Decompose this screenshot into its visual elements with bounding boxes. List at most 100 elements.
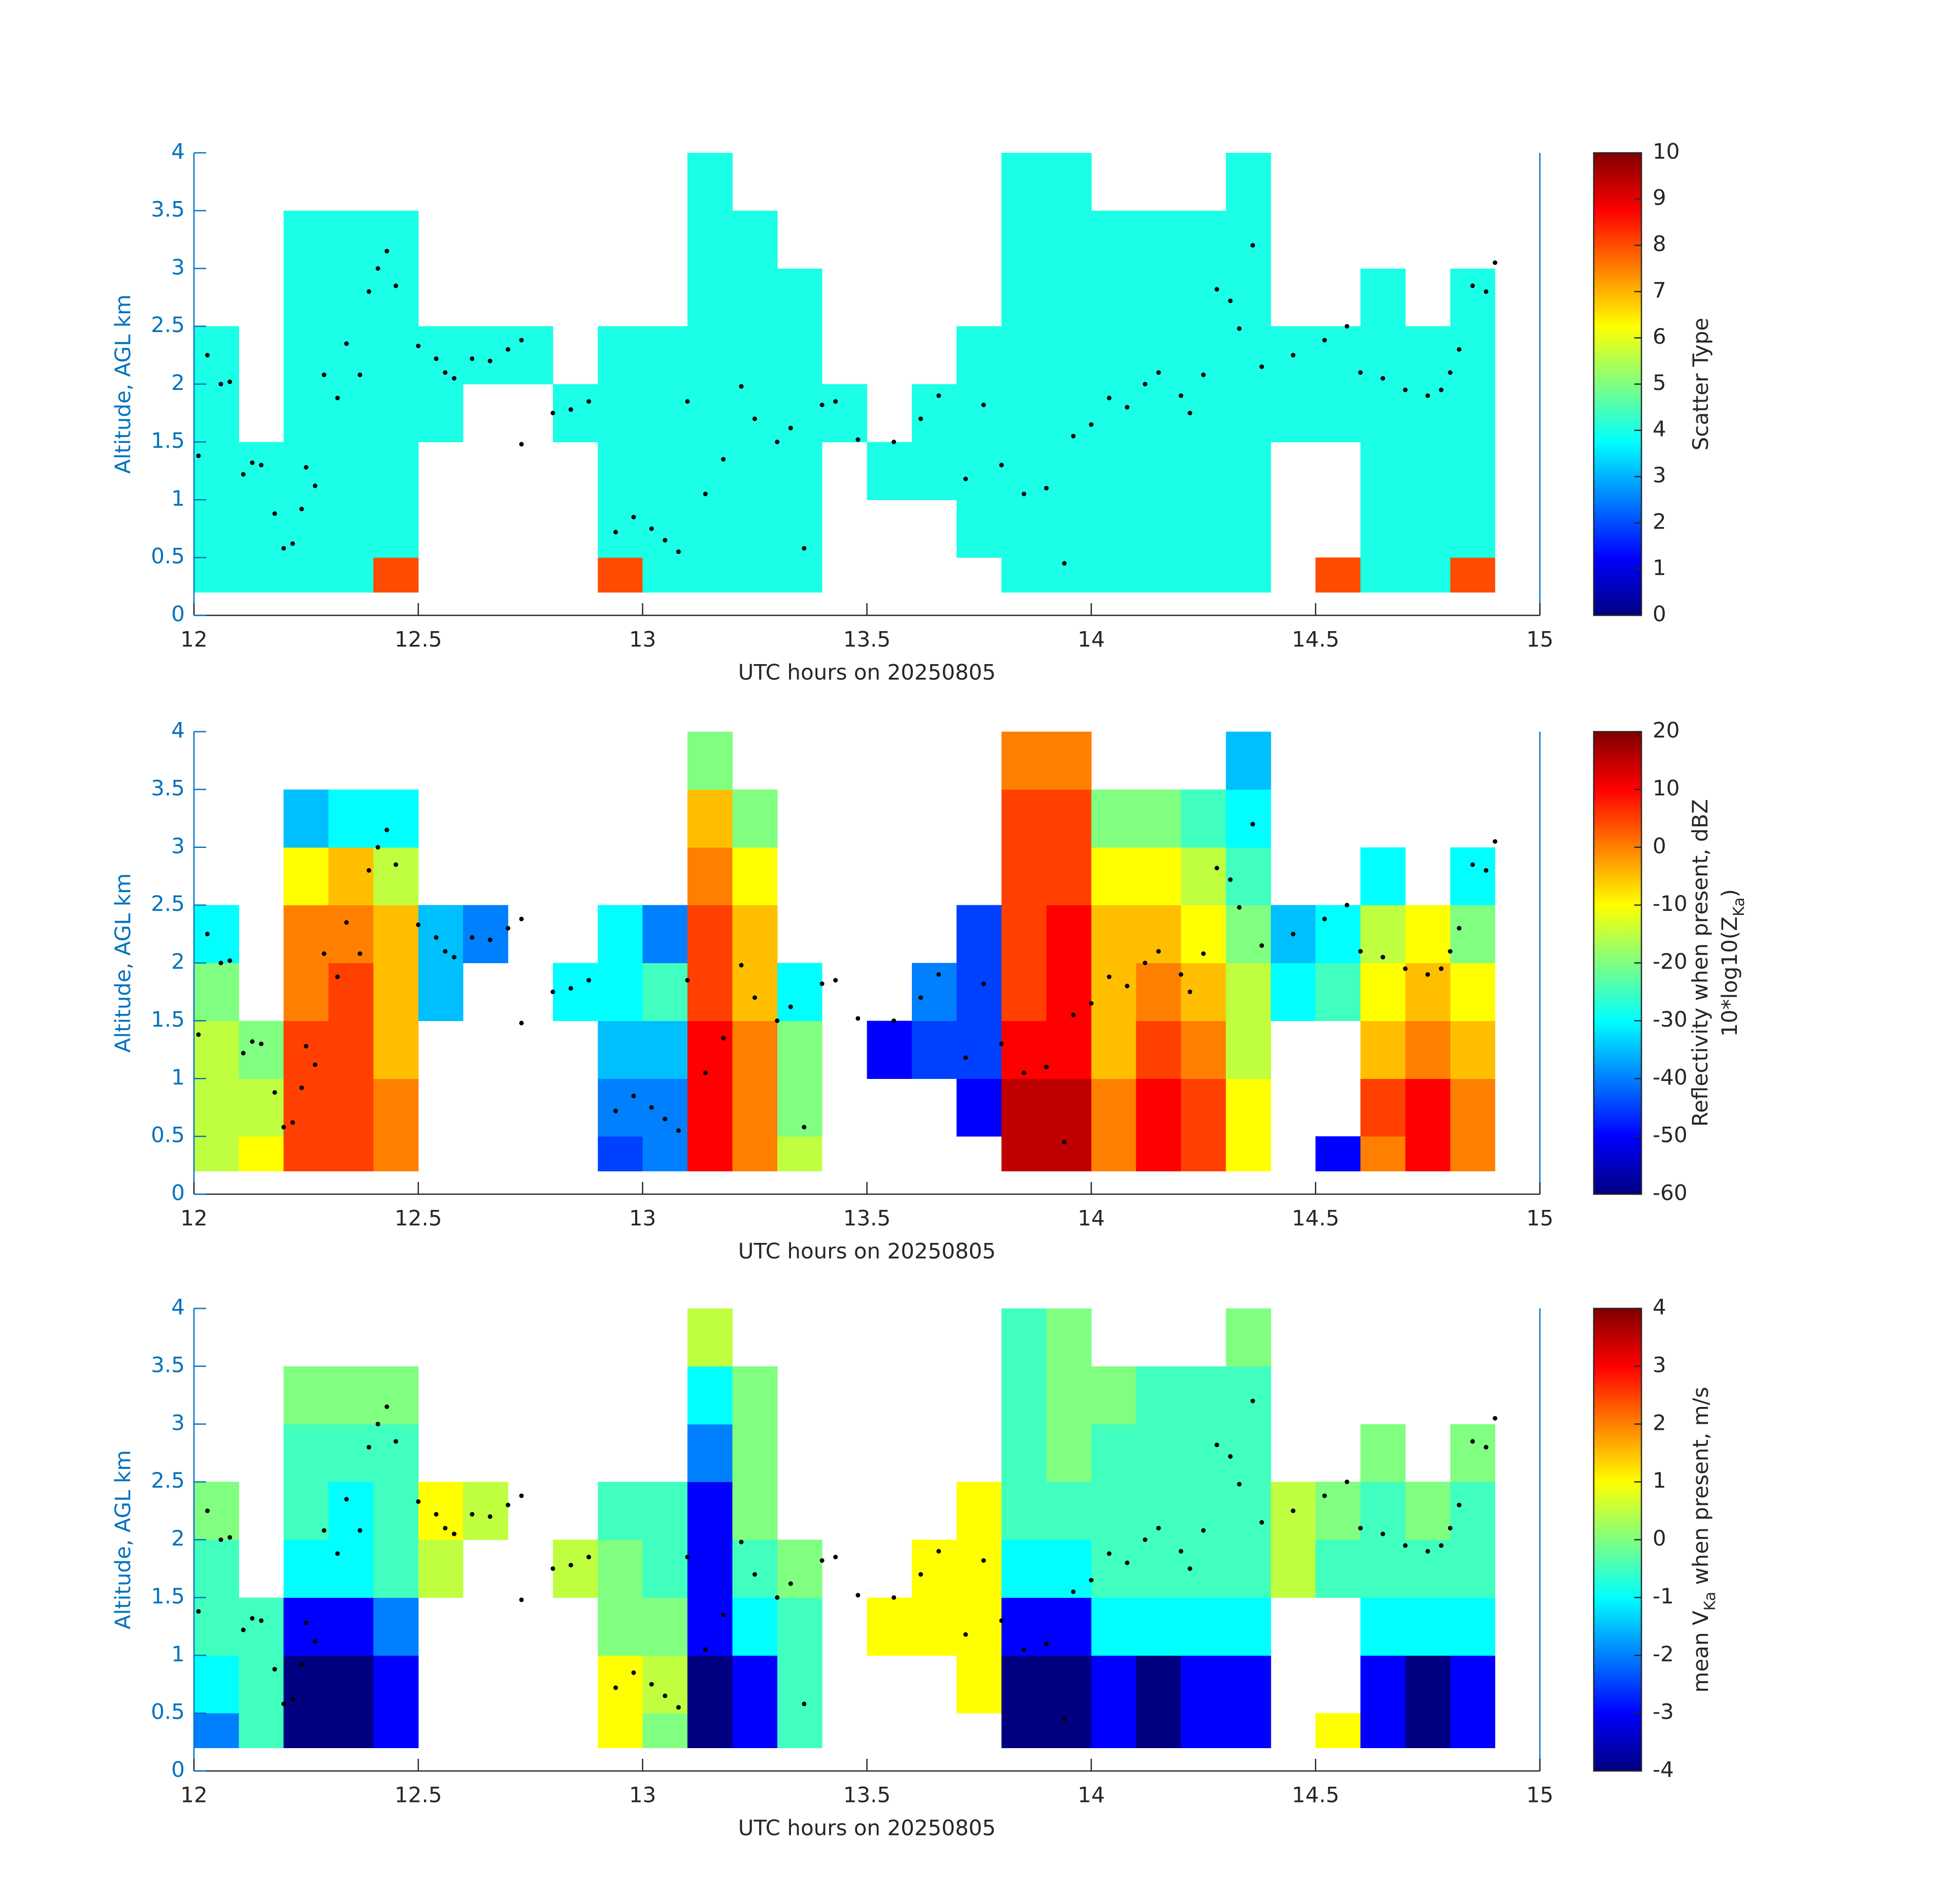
y-tick-label: 0.5	[151, 1123, 185, 1147]
heatmap-cell	[687, 847, 733, 906]
heatmap-cell	[911, 1021, 957, 1079]
marker-dot	[1228, 1454, 1233, 1459]
heatmap-cell	[328, 963, 374, 1021]
marker-dot	[1142, 382, 1147, 386]
heatmap-cell	[687, 210, 733, 269]
marker-dot	[416, 922, 421, 927]
y-tick-label: 1	[171, 486, 185, 511]
marker-dot	[357, 1528, 363, 1533]
marker-dot	[1322, 916, 1327, 922]
heatmap-cell	[687, 153, 733, 211]
heatmap-cell	[418, 905, 464, 963]
marker-dot	[981, 981, 986, 986]
heatmap-cell	[1001, 1539, 1047, 1598]
marker-dot	[1188, 989, 1193, 994]
marker-dot	[443, 370, 448, 375]
heatmap-cell	[1226, 500, 1271, 558]
marker-dot	[470, 356, 475, 361]
heatmap-cell	[1450, 905, 1496, 963]
heatmap-cell	[777, 1597, 822, 1656]
marker-dot	[1178, 393, 1183, 398]
marker-dot	[1062, 561, 1067, 566]
marker-dot	[1470, 283, 1475, 288]
heatmap-cell	[957, 442, 1002, 500]
heatmap-cell	[552, 384, 598, 442]
heatmap-cell	[1001, 1655, 1047, 1714]
heatmap-cell	[1405, 963, 1451, 1021]
marker-dot	[1022, 1647, 1027, 1652]
marker-dot	[613, 1108, 618, 1113]
marker-dot	[1322, 1493, 1327, 1498]
marker-dot	[1470, 862, 1475, 867]
heatmap-cell	[1181, 557, 1226, 593]
y-tick-label: 4	[171, 718, 185, 743]
marker-dot	[227, 1535, 233, 1540]
heatmap-cell	[1226, 1366, 1271, 1425]
heatmap-cell	[283, 557, 329, 593]
marker-dot	[918, 416, 924, 421]
heatmap-cell	[283, 1366, 329, 1425]
marker-dot	[892, 1018, 897, 1023]
heatmap-cell	[1360, 268, 1406, 327]
marker-dot	[367, 868, 372, 873]
heatmap-cell	[373, 1713, 419, 1748]
heatmap-cell	[373, 557, 419, 593]
heatmap-cell	[1046, 210, 1092, 269]
heatmap-cell	[1226, 384, 1271, 442]
heatmap-cell	[1001, 268, 1047, 327]
marker-dot	[752, 416, 758, 421]
x-tick-label: 14.5	[1292, 1783, 1339, 1808]
marker-dot	[1142, 961, 1147, 965]
heatmap-cell	[642, 1482, 688, 1540]
marker-dot	[205, 1508, 210, 1514]
marker-dot	[1089, 1578, 1094, 1583]
marker-dot	[313, 1639, 318, 1644]
marker-dot	[788, 425, 793, 431]
heatmap-cell	[1091, 1136, 1137, 1171]
heatmap-cell	[1046, 1078, 1092, 1137]
heatmap-cell	[1360, 1482, 1406, 1540]
heatmap-cell	[283, 847, 329, 906]
x-tick-label: 14.5	[1292, 627, 1339, 652]
marker-dot	[241, 472, 246, 477]
heatmap-cell	[1315, 384, 1361, 442]
marker-dot	[775, 439, 780, 444]
heatmap-cell	[598, 557, 643, 593]
y-tick-label: 2	[171, 949, 185, 974]
heatmap-cell	[373, 1366, 419, 1425]
heatmap-cell	[283, 1482, 329, 1540]
marker-dot	[981, 1558, 986, 1563]
marker-dot	[936, 393, 941, 398]
marker-dot	[703, 491, 708, 497]
marker-dot	[304, 1043, 309, 1048]
heatmap-cell	[1091, 1655, 1137, 1714]
heatmap-cell	[1136, 847, 1181, 906]
heatmap-cell	[1405, 1713, 1451, 1748]
heatmap-cell	[1046, 789, 1092, 848]
x-tick-label: 14.5	[1292, 1206, 1339, 1231]
colorbar-label-part: )	[1717, 889, 1742, 897]
heatmap-cell	[687, 789, 733, 848]
marker-dot	[550, 1566, 555, 1571]
marker-dot	[739, 963, 744, 968]
heatmap-cell	[957, 1482, 1002, 1540]
marker-dot	[272, 1090, 277, 1095]
marker-dot	[663, 538, 668, 543]
marker-dot	[1403, 387, 1408, 392]
heatmap-cell	[1046, 442, 1092, 500]
heatmap-cell	[777, 442, 822, 500]
marker-dot	[335, 396, 340, 401]
marker-dot	[321, 951, 326, 956]
heatmap-cell	[598, 1482, 643, 1540]
colorbar-tick-label: 5	[1653, 370, 1666, 395]
marker-dot	[752, 995, 758, 1000]
heatmap-cell	[373, 1021, 419, 1079]
y-tick-label: 1	[171, 1065, 185, 1090]
heatmap-cell	[1315, 905, 1361, 963]
heatmap-cell	[1091, 326, 1137, 384]
heatmap-cell	[283, 963, 329, 1021]
colorbar-tick-label: -50	[1653, 1123, 1688, 1147]
heatmap-cell	[957, 1597, 1002, 1656]
heatmap-cell	[687, 1136, 733, 1171]
